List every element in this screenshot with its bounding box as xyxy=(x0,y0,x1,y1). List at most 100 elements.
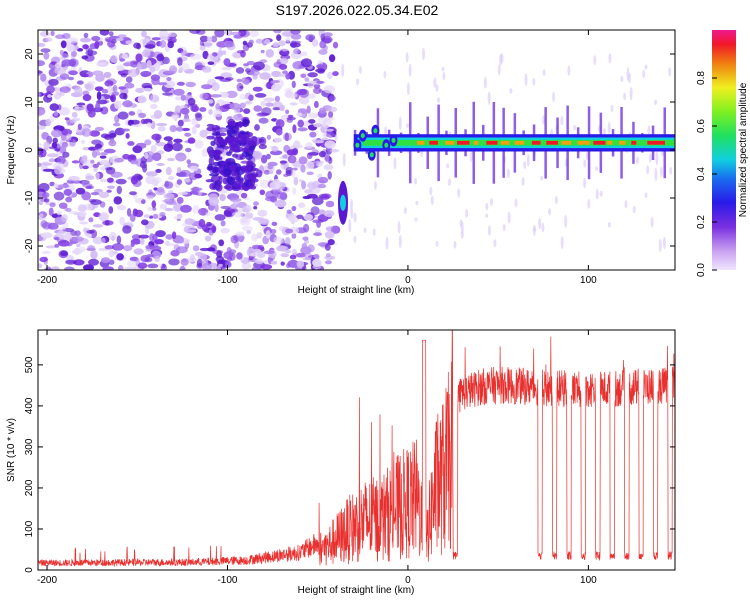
faint-streak xyxy=(532,77,536,86)
noise-blob xyxy=(73,259,85,266)
noise-blob xyxy=(113,250,118,255)
noise-blob xyxy=(66,133,72,141)
noise-blob xyxy=(324,243,331,251)
noise-blob xyxy=(298,156,308,165)
noise-blob xyxy=(215,103,221,111)
faint-streak xyxy=(623,92,627,101)
noise-blob xyxy=(42,162,53,166)
noise-blob xyxy=(74,105,80,110)
tone-peak xyxy=(631,140,637,145)
noise-blob xyxy=(181,223,188,227)
noise-blob xyxy=(297,127,308,132)
noise-blob xyxy=(136,175,144,181)
colorbar-ticks: 0.0 0.2 0.4 0.6 0.8 xyxy=(696,71,717,277)
noise-blob xyxy=(191,186,200,195)
noise-blob xyxy=(86,230,95,234)
faint-streak xyxy=(624,200,628,209)
faint-streak xyxy=(457,188,461,198)
noise-blob xyxy=(199,35,209,42)
noise-blob xyxy=(67,76,75,81)
snr-y-tick-label: 0 xyxy=(24,567,35,573)
noise-blob xyxy=(209,94,222,98)
noise-blob xyxy=(40,220,48,228)
noise-blob xyxy=(265,49,275,58)
snr-x-tick-label: 100 xyxy=(580,575,597,586)
noise-blob xyxy=(274,199,287,208)
noise-blob xyxy=(164,181,174,189)
noise-blob xyxy=(130,176,138,185)
noise-blob xyxy=(49,103,59,111)
noise-blob xyxy=(287,259,300,268)
noise-cluster-blob xyxy=(226,129,237,138)
noise-blob xyxy=(77,204,87,213)
faint-streak xyxy=(564,214,568,228)
noise-blob xyxy=(180,258,189,266)
noise-blob xyxy=(104,245,115,250)
noise-blob xyxy=(319,40,327,49)
noise-blob xyxy=(87,110,96,118)
noise-blob xyxy=(221,66,232,71)
noise-blob xyxy=(239,93,246,100)
noise-blob xyxy=(66,37,79,44)
noise-blob xyxy=(93,188,104,193)
noise-blob xyxy=(162,92,173,96)
noise-cluster-blob xyxy=(206,123,215,127)
noise-blob xyxy=(332,71,339,77)
noise-blob xyxy=(152,213,159,219)
noise-blob xyxy=(58,145,67,154)
faint-streak xyxy=(650,216,654,228)
noise-blob xyxy=(91,35,101,42)
noise-blob xyxy=(323,85,335,94)
noise-blob xyxy=(76,243,81,248)
noise-cluster-blob xyxy=(225,161,231,167)
noise-blob xyxy=(258,117,269,124)
noise-blob xyxy=(80,140,86,144)
noise-blob xyxy=(121,40,126,45)
noise-blob xyxy=(166,243,177,247)
noise-blob xyxy=(107,40,116,48)
noise-blob xyxy=(110,171,123,178)
noise-cluster-blob xyxy=(207,163,213,171)
noise-blob xyxy=(115,178,127,185)
noise-blob xyxy=(38,70,43,74)
noise-blob xyxy=(306,93,317,99)
noise-blob xyxy=(304,252,313,260)
faint-streak xyxy=(524,73,528,86)
noise-blob xyxy=(223,251,234,260)
noise-blob xyxy=(92,163,100,168)
faint-streak xyxy=(593,55,597,66)
noise-cluster-blob xyxy=(248,145,256,151)
noise-blob xyxy=(229,102,241,110)
noise-blob xyxy=(202,50,209,60)
noise-blob xyxy=(123,62,131,67)
noise-blob xyxy=(96,61,108,68)
noise-blob xyxy=(135,87,145,93)
noise-blob xyxy=(184,177,191,183)
noise-blob xyxy=(236,252,243,260)
noise-blob xyxy=(125,221,133,226)
noise-blob xyxy=(41,192,50,199)
noise-blob xyxy=(181,127,191,132)
colorbar-tick-label: 0.0 xyxy=(696,263,707,277)
colorbar-tick-label: 0.6 xyxy=(696,119,707,133)
faint-streak xyxy=(509,88,513,94)
faint-streak xyxy=(446,163,450,169)
faint-streak xyxy=(414,217,418,222)
noise-blob xyxy=(177,119,184,127)
noise-blob xyxy=(263,97,275,102)
noise-blob xyxy=(285,228,294,234)
noise-blob xyxy=(99,155,107,159)
noise-blob xyxy=(305,161,315,170)
noise-blob xyxy=(187,97,196,106)
faint-streak xyxy=(334,134,338,141)
noise-blob xyxy=(254,93,267,98)
noise-blob xyxy=(206,247,216,252)
faint-streak xyxy=(538,217,542,230)
noise-blob xyxy=(314,100,319,109)
burst-blob-core xyxy=(369,152,374,158)
noise-blob xyxy=(143,214,150,218)
noise-blob xyxy=(253,61,265,71)
noise-blob xyxy=(270,229,277,234)
noise-blob xyxy=(146,171,158,177)
noise-blob xyxy=(326,117,335,121)
